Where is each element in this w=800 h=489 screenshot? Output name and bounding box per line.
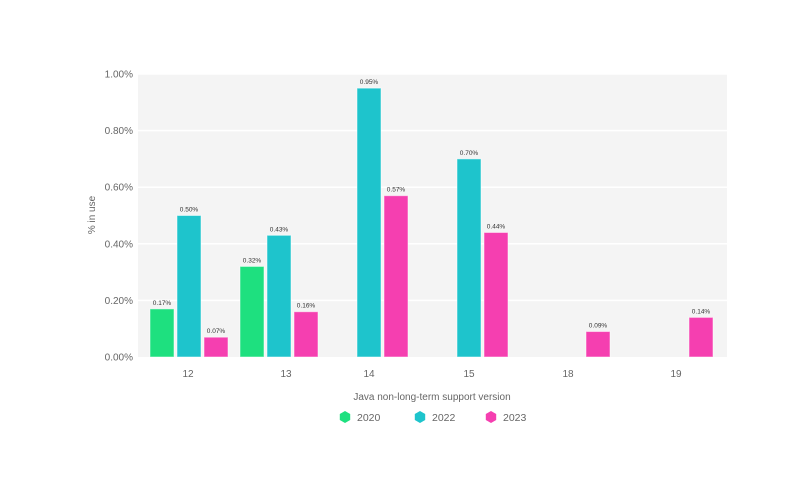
data-label: 0.50% (180, 207, 199, 214)
bar-2023-12 (203, 336, 229, 358)
data-label: 0.32% (243, 257, 262, 264)
data-label: 0.09% (589, 323, 608, 330)
legend-label: 2020 (357, 412, 381, 424)
legend-hexagon-icon (485, 411, 497, 423)
data-label: 0.16% (297, 303, 316, 310)
x-tick-label: 18 (562, 369, 574, 380)
legend-hexagon-icon (414, 411, 426, 423)
bar-2022-13 (266, 234, 292, 358)
y-tick-label: 0.60% (105, 183, 133, 194)
x-tick-label: 12 (182, 369, 194, 380)
data-label: 0.17% (153, 300, 172, 307)
x-tick-label: 15 (463, 369, 475, 380)
y-tick-label: 0.80% (105, 126, 133, 137)
bar-2022-14 (356, 87, 382, 358)
x-axis-label: Java non-long-term support version (353, 392, 510, 403)
bar-2020-12 (149, 308, 175, 358)
y-tick-label: 1.00% (105, 70, 133, 81)
bar-2022-12 (176, 215, 202, 358)
plot-area (138, 74, 727, 357)
x-tick-label: 19 (670, 369, 682, 380)
y-tick-label: 0.00% (105, 353, 133, 364)
bar-2023-19 (688, 316, 714, 358)
data-label: 0.95% (360, 79, 379, 86)
bar-2022-15 (456, 158, 482, 358)
data-label: 0.14% (692, 308, 711, 315)
data-label: 0.57% (387, 187, 406, 194)
data-label: 0.44% (487, 223, 506, 230)
x-tick-label: 14 (363, 369, 375, 380)
y-axis-label: % in use (87, 195, 98, 234)
bar-2023-14 (383, 195, 409, 358)
bar-2020-13 (239, 265, 265, 358)
bar-2023-15 (483, 231, 509, 358)
legend-label: 2023 (503, 412, 527, 424)
bar-2023-13 (293, 311, 319, 358)
x-tick-label: 13 (280, 369, 292, 380)
data-label: 0.70% (460, 150, 479, 157)
legend-hexagon-icon (339, 411, 351, 423)
data-label: 0.43% (270, 226, 289, 233)
data-label: 0.07% (207, 328, 226, 335)
y-tick-label: 0.20% (105, 296, 133, 307)
bar-2023-18 (585, 331, 611, 358)
y-tick-label: 0.40% (105, 239, 133, 250)
legend-label: 2022 (432, 412, 456, 424)
